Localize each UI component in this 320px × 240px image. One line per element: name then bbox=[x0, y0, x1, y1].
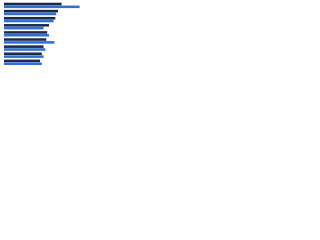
bar bbox=[4, 12, 57, 16]
bar bbox=[4, 5, 80, 9]
bar bbox=[4, 16, 56, 20]
bar bbox=[4, 55, 44, 58]
bar bbox=[4, 48, 46, 51]
bar bbox=[4, 41, 55, 44]
bar bbox=[4, 19, 54, 23]
bar bbox=[4, 38, 47, 41]
bar bbox=[4, 2, 62, 6]
bar bbox=[4, 26, 44, 30]
bar bbox=[4, 9, 58, 13]
bar bbox=[4, 34, 49, 37]
bar bbox=[4, 24, 49, 27]
bar bbox=[4, 45, 44, 48]
bar bbox=[4, 62, 42, 65]
bar bbox=[4, 31, 48, 34]
bar bbox=[4, 52, 42, 56]
chart bbox=[4, 2, 80, 65]
page: (() => { const data = JSON.parse(documen… bbox=[0, 0, 320, 71]
bar bbox=[4, 59, 40, 63]
